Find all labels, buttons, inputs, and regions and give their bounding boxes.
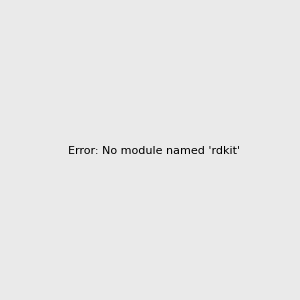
Text: Error: No module named 'rdkit': Error: No module named 'rdkit' (68, 146, 240, 157)
